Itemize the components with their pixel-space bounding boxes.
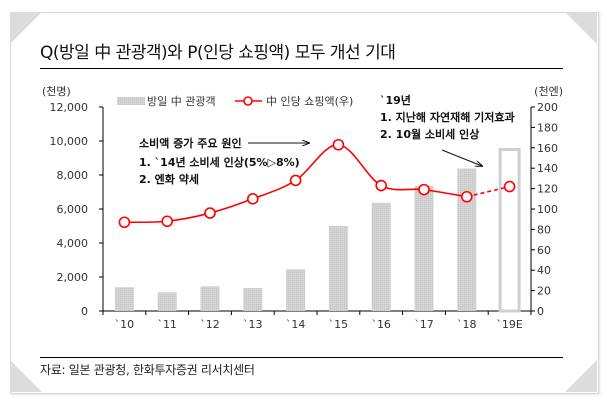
source-note: 자료: 일본 관광청, 한화투자증권 리서치센터 xyxy=(40,363,255,377)
line-point xyxy=(503,180,516,193)
corner-fold-decoration xyxy=(10,12,42,44)
bar xyxy=(457,168,477,311)
line-point xyxy=(418,183,430,196)
bar xyxy=(157,292,177,311)
annotation-right-arrow xyxy=(441,149,482,166)
right-tick-label: 40 xyxy=(537,264,551,277)
legend-bar-swatch xyxy=(117,97,145,105)
x-tick-label: `12 xyxy=(200,318,220,331)
bar xyxy=(286,269,306,311)
x-tick-label: `14 xyxy=(286,318,306,331)
left-tick-label: 8,000 xyxy=(57,169,89,182)
right-axis-unit: (천엔) xyxy=(534,84,563,98)
right-tick-label: 0 xyxy=(537,305,544,318)
annotation-left-line: 2. 엔화 약세 xyxy=(139,172,199,186)
line-point xyxy=(375,179,388,192)
right-tick-label: 200 xyxy=(537,101,558,114)
x-tick-label: `17 xyxy=(414,318,434,331)
left-tick-label: 6,000 xyxy=(57,203,89,216)
line-point xyxy=(118,216,131,229)
annotation-right-line: 2. 10월 소비세 인상 xyxy=(380,127,479,141)
bar xyxy=(200,286,220,311)
left-axis-unit: (천명) xyxy=(42,84,71,98)
corner-fold-decoration xyxy=(565,360,597,392)
right-tick-label: 140 xyxy=(537,162,558,175)
legend-bar-label: 방일 中 관광객 xyxy=(147,94,216,108)
left-tick-label: 12,000 xyxy=(50,101,89,114)
line-point xyxy=(289,174,302,187)
right-tick-label: 100 xyxy=(537,203,558,216)
bar xyxy=(328,226,348,311)
chart-title: Q(방일 中 관광객)와 P(인당 쇼핑액) 모두 개선 기대 xyxy=(40,43,396,63)
annotation-left-line: 1. `14년 소비세 인상(5%▷8%) xyxy=(139,155,300,169)
x-tick-label: `16 xyxy=(371,318,391,331)
line-point xyxy=(204,207,216,219)
legend-line-label: 中 인당 쇼핑액(우) xyxy=(266,95,353,108)
annotation-left-line: 소비액 증가 주요 원인 xyxy=(139,136,242,150)
legend-line-marker xyxy=(243,96,253,106)
bar xyxy=(114,287,134,311)
left-tick-label: 0 xyxy=(81,305,88,318)
corner-fold-decoration xyxy=(565,12,597,44)
x-tick-label: `18 xyxy=(457,318,477,331)
bar xyxy=(243,288,263,311)
x-tick-label: `13 xyxy=(243,318,263,331)
line-series-estimate xyxy=(466,185,510,198)
x-tick-label: `10 xyxy=(115,318,135,331)
right-tick-label: 80 xyxy=(537,223,551,236)
annotation-right-line: `19년 xyxy=(380,93,411,107)
right-tick-label: 20 xyxy=(537,285,551,298)
left-tick-label: 10,000 xyxy=(50,135,89,148)
corner-fold-decoration xyxy=(10,360,42,392)
right-tick-label: 120 xyxy=(537,183,558,196)
left-tick-label: 4,000 xyxy=(57,237,89,250)
x-tick-label: `19E xyxy=(496,318,522,331)
line-point xyxy=(460,190,473,203)
bar xyxy=(414,186,434,311)
right-tick-label: 60 xyxy=(537,244,551,257)
annotation-right-line: 1. 지난해 자연재해 기저효과 xyxy=(380,110,515,124)
x-tick-label: `11 xyxy=(157,318,177,331)
source-divider xyxy=(40,357,563,358)
line-point xyxy=(161,215,173,228)
right-tick-label: 160 xyxy=(537,142,558,155)
left-tick-label: 2,000 xyxy=(57,271,89,284)
line-point xyxy=(332,138,345,151)
x-tick-label: `15 xyxy=(329,318,349,331)
bar xyxy=(371,202,391,311)
line-point xyxy=(247,193,259,205)
right-tick-label: 180 xyxy=(537,121,558,134)
bar-estimate xyxy=(498,148,521,313)
title-divider xyxy=(40,68,563,69)
